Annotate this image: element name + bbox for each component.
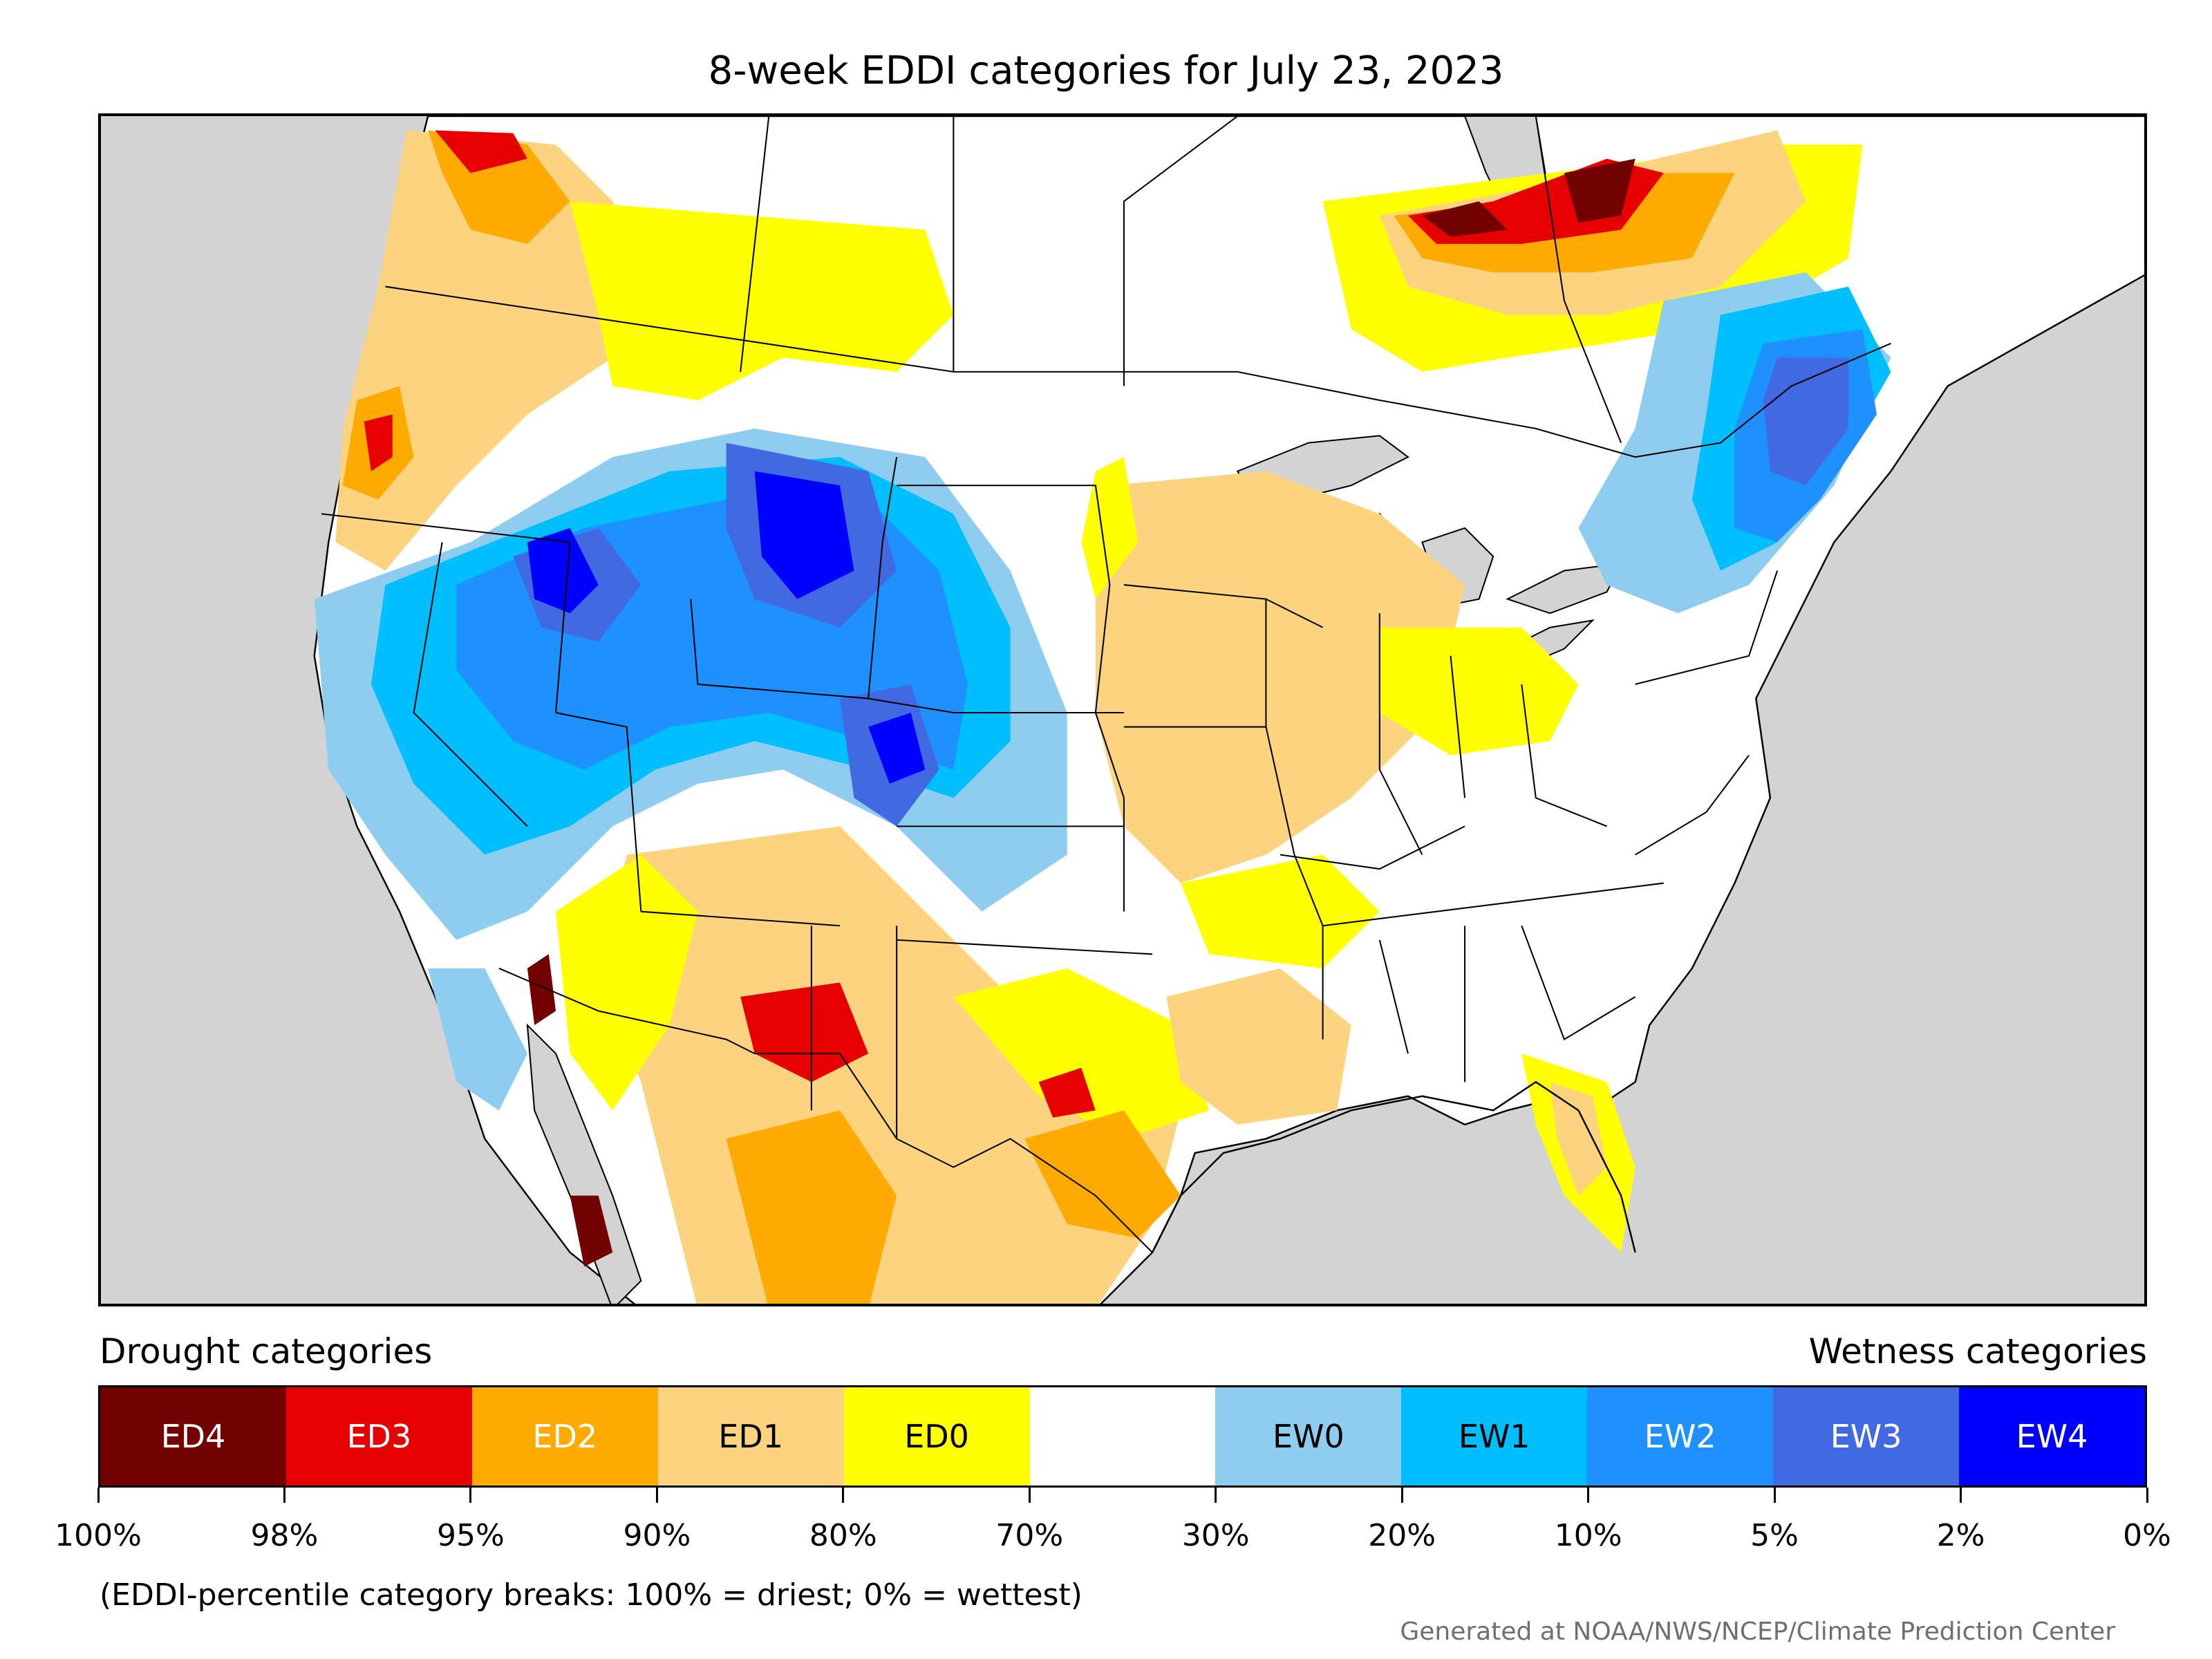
ew4-patch-rockies [527,471,926,784]
footnote: (EDDI-percentile category breaks: 100% =… [100,1577,1082,1613]
drought-patches [335,130,1863,1304]
tick-mark [1400,1488,1403,1503]
tick-mark [1215,1488,1217,1503]
wetness-categories-title: Wetness categories [1808,1331,2147,1371]
ed3-patch-northwest [364,130,527,471]
west-borders [321,456,954,927]
ew3-patch-new-england [1763,357,1848,486]
map-title: 8-week EDDI categories for July 23, 2023 [708,48,1504,93]
ed2-patch-northwest [342,130,570,500]
mexico-border [498,967,1153,1253]
category-ed4: ED4 [100,1387,286,1485]
tick-label: 20% [1368,1518,1436,1553]
plains-borders [810,485,1153,1139]
tick-label: 10% [1554,1518,1622,1553]
tick-label: 2% [1936,1518,1985,1553]
category-ed1: ED1 [657,1387,844,1485]
east-borders [1123,570,1779,1082]
tick-mark [1028,1488,1031,1503]
tick-mark [655,1488,658,1503]
tick-mark [1587,1488,1590,1503]
state-borders [321,116,1891,1253]
ed0-patch-southwest [556,854,1210,1139]
ed0-patch-midwest [1081,457,1579,968]
category-ew1: EW1 [1401,1387,1588,1485]
ed1-patch-florida [1550,1082,1607,1196]
category-ew0: EW0 [1215,1387,1402,1485]
category-ed2: ED2 [471,1387,658,1485]
category-ed3: ED3 [285,1387,472,1485]
ed1-patch-midwest [1095,471,1465,883]
tick-label: 70% [995,1518,1064,1553]
ed3-patch-texas [740,982,1096,1118]
gulf-of-california [526,1023,642,1304]
tick-label: 98% [250,1518,319,1553]
ed1-patch-lower-mississippi [1166,968,1351,1125]
tick-label: 95% [437,1518,505,1553]
tick-label: 5% [1750,1518,1799,1553]
tick-mark [2146,1488,2148,1503]
tick-mark [283,1488,285,1503]
tick-label: 100% [55,1518,142,1553]
ed4-patch-baja [527,954,613,1267]
ed4-patch-ontario [1422,158,1635,237]
category-colorbar: ED4 ED3 ED2 ED1 ED0 EW0 EW1 EW2 EW3 EW4 [98,1385,2147,1488]
tick-label: 90% [623,1518,691,1553]
ed0-patch-northrockies [570,201,954,400]
drought-categories-title: Drought categories [100,1331,433,1371]
category-ew3: EW3 [1773,1387,1960,1485]
wetness-patches [314,272,1891,1111]
tick-label: 80% [809,1518,877,1553]
category-neutral [1029,1387,1216,1485]
us-canada-border [385,285,1891,458]
category-ew2: EW2 [1587,1387,1774,1485]
gulf-coast [1151,1080,1636,1253]
ed2-patch-texas [726,1110,1181,1304]
ed1-patch-northwest [335,130,655,571]
canada-province-borders [740,116,1622,443]
tick-label: 0% [2123,1518,2171,1553]
tick-mark [1960,1488,1962,1503]
tick-mark [469,1488,472,1503]
eddi-map [98,113,2147,1306]
category-ew4: EW4 [1959,1387,2145,1485]
tick-mark [97,1488,100,1503]
category-ed0: ED0 [843,1387,1030,1485]
tick-mark [842,1488,845,1503]
tick-label: 30% [1181,1518,1250,1553]
tick-mark [1773,1488,1776,1503]
credit-line: Generated at NOAA/NWS/NCEP/Climate Predi… [1400,1618,2115,1646]
